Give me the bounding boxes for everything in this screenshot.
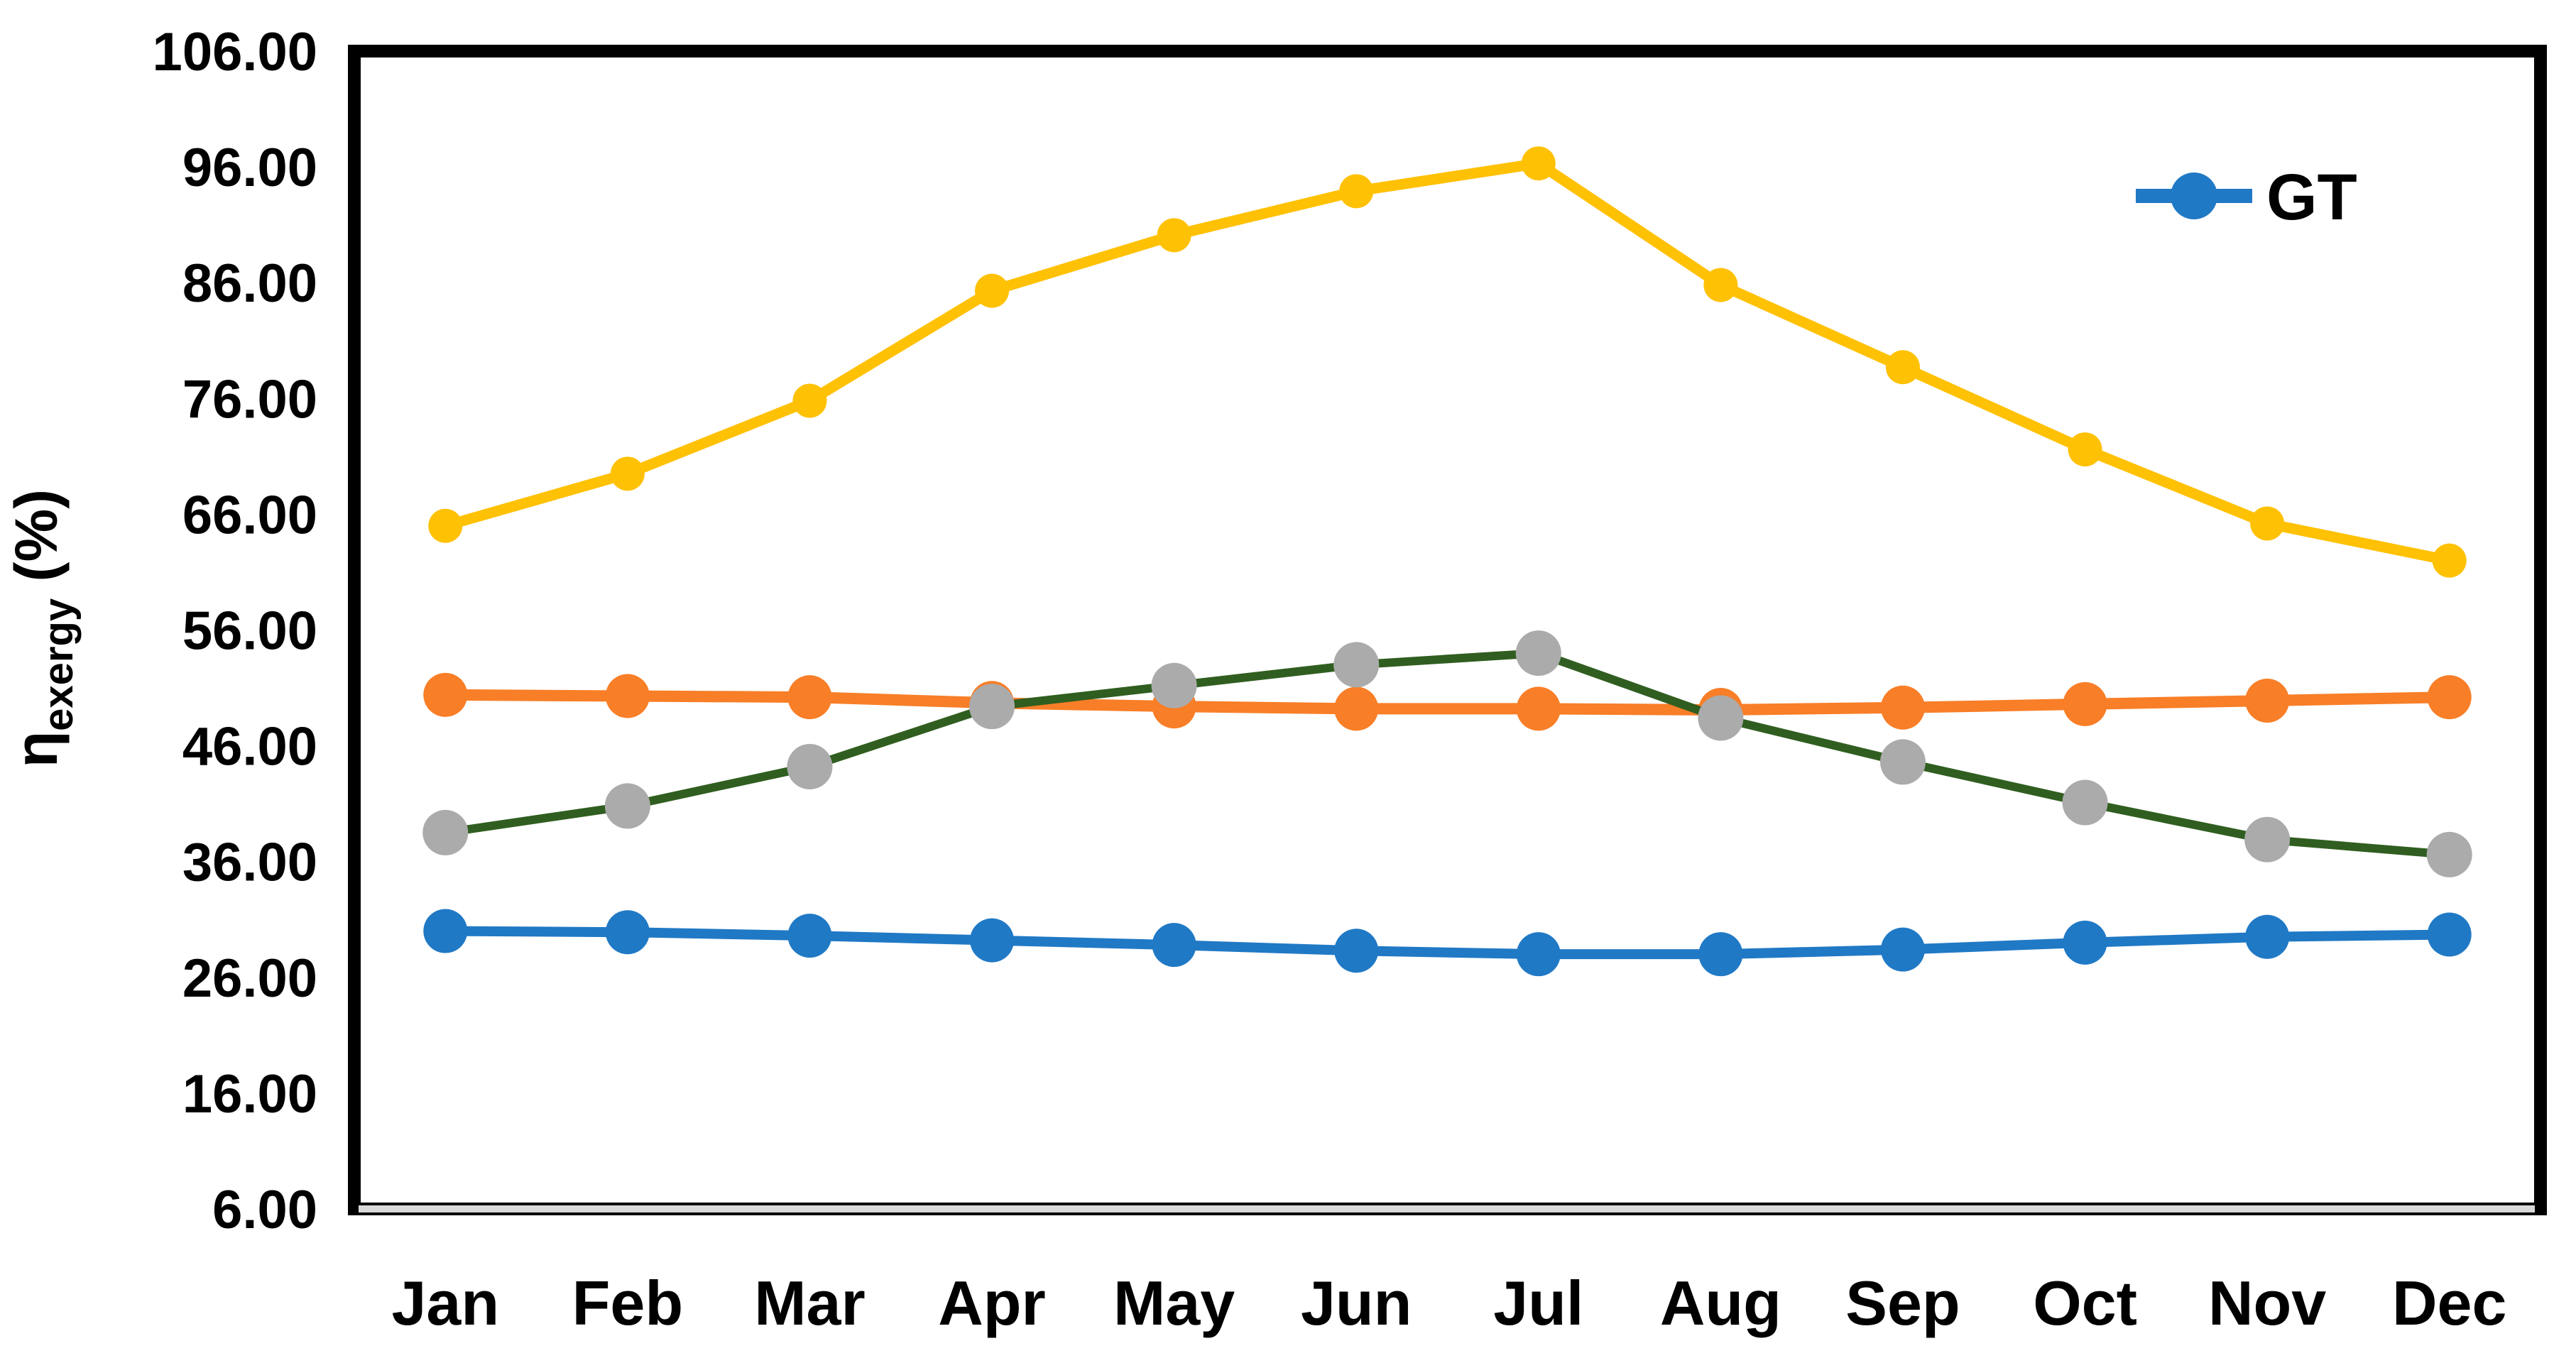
x-tick-label: May	[1113, 1268, 1235, 1338]
data-point	[1879, 739, 1926, 785]
y-tick-label: 96.00	[182, 138, 317, 198]
data-point	[1521, 146, 1556, 181]
series-line	[440, 158, 2455, 566]
data-point	[1698, 932, 1743, 977]
y-tick-label: 86.00	[182, 253, 317, 314]
data-point	[2245, 678, 2290, 723]
x-tick-label: Oct	[2033, 1268, 2137, 1338]
data-point	[970, 918, 1015, 963]
x-tick-label: Jul	[1493, 1268, 1583, 1338]
data-point	[2063, 681, 2107, 726]
x-tick-label: Mar	[754, 1268, 866, 1338]
y-tick-label: 46.00	[182, 717, 317, 777]
y-tick-label: 16.00	[182, 1064, 317, 1124]
y-tick-label: 26.00	[182, 948, 317, 1009]
series-line	[440, 926, 2455, 960]
data-point	[975, 273, 1010, 308]
data-point	[1703, 268, 1738, 302]
y-tick-label: 6.00	[212, 1180, 317, 1240]
y-axis-title-symbol: η	[3, 731, 70, 767]
x-tick-label: Nov	[2208, 1268, 2326, 1338]
data-point	[2063, 920, 2107, 965]
data-point	[1157, 218, 1191, 253]
data-point	[787, 675, 832, 720]
data-point	[1516, 686, 1561, 731]
data-point	[2245, 914, 2290, 959]
x-tick-label: Jun	[1301, 1268, 1412, 1338]
data-point	[2068, 432, 2102, 467]
series-line	[440, 689, 2455, 716]
plot-frame	[348, 45, 2547, 1215]
series-0	[423, 672, 2472, 733]
data-point	[1334, 929, 1379, 973]
series-layer	[422, 146, 2472, 977]
data-point	[604, 783, 650, 829]
x-axis-line-highlight	[359, 1205, 2535, 1212]
y-tick-label: 36.00	[182, 833, 317, 893]
data-point	[605, 674, 650, 718]
plot-area	[348, 45, 2547, 1215]
data-point	[969, 684, 1015, 730]
data-point	[2244, 816, 2291, 863]
data-point	[1333, 642, 1380, 688]
y-axis-title: ηexergy (%)	[3, 489, 82, 767]
data-point	[423, 909, 468, 953]
x-tick-label: Aug	[1660, 1268, 1781, 1338]
x-tick-label: Sep	[1845, 1268, 1960, 1338]
x-axis-tick-labels: Jan Feb Mar Apr May Jun Jul Aug Sep Oct Nov Dec	[391, 1268, 2506, 1338]
data-point	[1515, 630, 1561, 677]
data-point	[1152, 923, 1196, 968]
series-line	[441, 649, 2454, 859]
y-axis-title-subscript: exergy	[36, 598, 82, 731]
data-point	[1339, 174, 1374, 209]
legend-label: GT	[2266, 161, 2357, 234]
legend: GT	[2136, 161, 2357, 234]
data-point	[787, 914, 832, 958]
x-tick-label: Jan	[391, 1268, 499, 1338]
data-point	[2427, 675, 2472, 720]
data-point	[2432, 543, 2467, 578]
y-axis-title-suffix: (%)	[3, 489, 70, 598]
data-point	[1334, 686, 1379, 731]
y-tick-label: 56.00	[182, 601, 317, 662]
y-tick-label: 76.00	[182, 369, 317, 429]
data-point	[610, 456, 645, 491]
data-point	[423, 672, 468, 717]
data-point	[1880, 685, 1925, 730]
y-tick-label: 106.00	[153, 22, 317, 82]
data-point	[1516, 932, 1561, 977]
data-point	[787, 743, 833, 789]
data-point	[1885, 350, 1920, 385]
series-1	[422, 630, 2472, 877]
x-tick-label: Apr	[938, 1268, 1046, 1338]
data-point	[2062, 779, 2108, 826]
data-point	[422, 809, 469, 855]
series-GT	[423, 909, 2472, 977]
series-2	[428, 146, 2467, 578]
data-point	[792, 383, 827, 418]
data-point	[2250, 506, 2285, 541]
legend-marker-icon	[2171, 173, 2217, 219]
x-tick-label: Feb	[572, 1268, 683, 1338]
data-point	[428, 508, 463, 543]
data-point	[2427, 912, 2472, 957]
x-tick-label: Dec	[2392, 1268, 2506, 1338]
data-point	[605, 910, 650, 955]
data-point	[1880, 927, 1925, 972]
y-tick-label: 66.00	[182, 485, 317, 545]
data-point	[2426, 831, 2472, 877]
data-point	[1698, 695, 1744, 741]
data-point	[1151, 662, 1197, 708]
y-axis-tick-labels: 106.00 96.00 86.00 76.00 66.00 56.00 46.00 36.0…	[153, 22, 317, 1240]
